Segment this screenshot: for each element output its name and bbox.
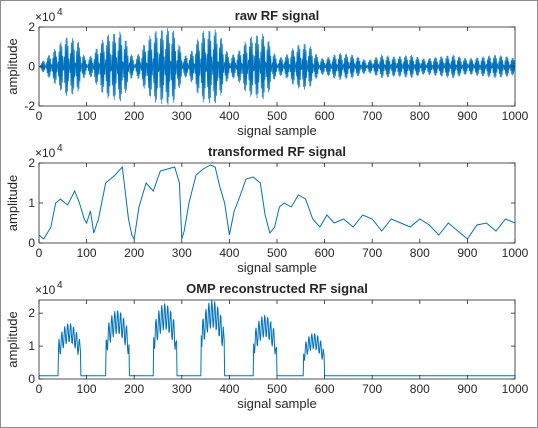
x-tick-label: 300	[172, 246, 192, 260]
y-tick-label: -2	[24, 99, 35, 113]
x-tick-label: 300	[172, 382, 192, 396]
axes-2	[38, 162, 516, 244]
x-tick-label: 1000	[502, 246, 529, 260]
x-tick-label: 100	[77, 382, 97, 396]
axes-1	[38, 26, 516, 107]
x-tick-label: 1000	[502, 382, 529, 396]
x-tick-label: 800	[410, 382, 430, 396]
x-axis-label: signal sample	[237, 123, 317, 138]
y-axis-label: amplitude	[5, 38, 20, 94]
x-tick-label: 600	[315, 246, 335, 260]
x-tick-label: 700	[362, 382, 382, 396]
y-tick-label: 2	[28, 156, 35, 170]
y-tick-label: 0	[28, 60, 35, 74]
x-tick-label: 600	[315, 382, 335, 396]
series-line	[38, 164, 516, 241]
y-tick-label: 0	[28, 236, 35, 250]
y-multiplier-exponent: 4	[57, 7, 63, 18]
x-tick-label: 0	[36, 246, 43, 260]
y-axis-label: amplitude	[5, 175, 20, 231]
y-axis-label: amplitude	[5, 311, 20, 367]
y-multiplier: ×10	[35, 146, 56, 160]
x-tick-label: 0	[36, 109, 43, 123]
x-tick-label: 900	[457, 382, 477, 396]
y-tick-label: 2	[28, 306, 35, 320]
y-multiplier: ×10	[35, 283, 56, 297]
x-axis-label: signal sample	[237, 260, 317, 275]
y-multiplier: ×10	[35, 10, 56, 24]
x-tick-label: 900	[457, 246, 477, 260]
x-tick-label: 100	[77, 246, 97, 260]
chart-title: transformed RF signal	[208, 144, 346, 159]
axes-3	[38, 299, 516, 380]
x-tick-label: 500	[267, 246, 287, 260]
y-multiplier-exponent: 4	[57, 143, 63, 154]
x-tick-label: 100	[77, 109, 97, 123]
x-tick-label: 800	[410, 109, 430, 123]
x-tick-label: 200	[124, 246, 144, 260]
x-tick-label: 200	[124, 109, 144, 123]
x-tick-label: 400	[219, 246, 239, 260]
x-tick-label: 400	[219, 109, 239, 123]
x-tick-label: 0	[36, 382, 43, 396]
x-tick-label: 700	[362, 109, 382, 123]
x-tick-label: 200	[124, 382, 144, 396]
x-tick-label: 300	[172, 109, 192, 123]
x-tick-label: 700	[362, 246, 382, 260]
x-tick-label: 800	[410, 246, 430, 260]
chart-title: OMP reconstructed RF signal	[186, 281, 368, 296]
axes-frame	[38, 162, 516, 244]
x-tick-label: 400	[219, 382, 239, 396]
y-tick-label: 1	[28, 196, 35, 210]
y-tick-label: 2	[28, 20, 35, 34]
y-tick-label: 1	[28, 339, 35, 353]
x-tick-label: 900	[457, 109, 477, 123]
x-tick-label: 1000	[502, 109, 529, 123]
series-line	[38, 28, 516, 105]
x-tick-label: 500	[267, 382, 287, 396]
y-multiplier-exponent: 4	[57, 280, 63, 291]
x-tick-label: 600	[315, 109, 335, 123]
y-tick-label: 0	[28, 372, 35, 386]
x-axis-label: signal sample	[237, 396, 317, 411]
series-line	[39, 300, 515, 377]
chart-title: raw RF signal	[235, 8, 320, 23]
x-tick-label: 500	[267, 109, 287, 123]
